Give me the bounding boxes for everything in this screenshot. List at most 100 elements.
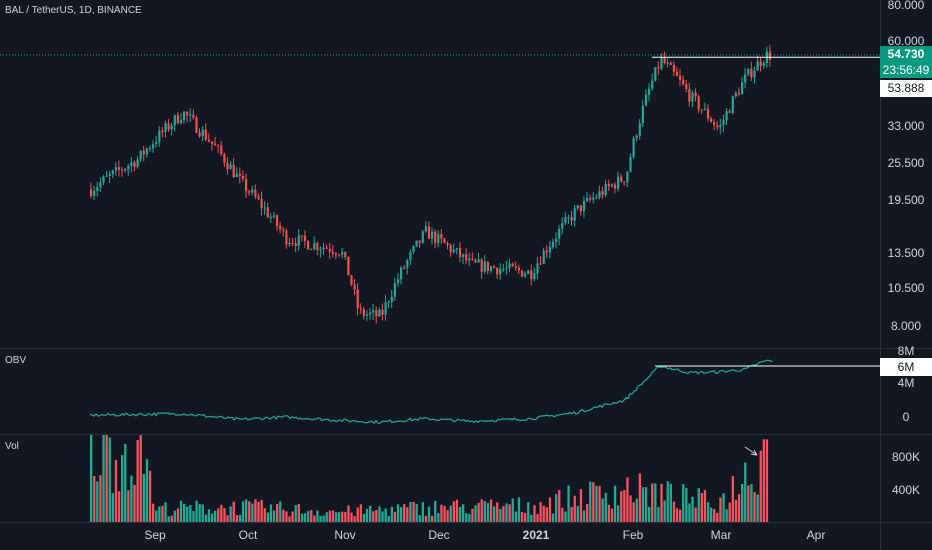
candle-body [217,145,220,147]
volume-bar [434,500,437,522]
candle-body [607,183,610,187]
obv-line [89,359,773,425]
volume-bar [235,515,238,522]
candle-body [114,167,117,171]
price-tick: 60.000 [887,34,925,48]
obv-tick: 8M [897,344,915,358]
volume-bar [195,500,198,522]
volume-bar [589,481,592,522]
candle-body [139,150,142,160]
candle-body [734,92,737,97]
candle-body [176,115,179,124]
volume-bar [579,489,583,522]
volume-bar [369,505,372,522]
volume-bar [536,514,539,522]
volume-bar [610,508,614,522]
volume-bar [226,515,229,522]
candle-body [555,238,558,242]
candle-body [99,182,102,188]
obv-axis[interactable]: 8M 4M 0 [880,344,932,434]
volume-bar [403,504,406,522]
arrow-head-icon [750,449,758,456]
candle-body [536,263,539,274]
candle-body [455,248,458,250]
candle-body [635,135,638,139]
candle-body [369,312,372,315]
volume-bar [142,473,145,522]
candle-body [570,216,573,221]
volume-bar [567,485,570,522]
volume-bar [750,484,753,522]
volume-bar [595,485,598,522]
candle-body [558,228,561,239]
symbol-title: BAL / TetherUS, 1D, BINANCE [5,5,142,16]
obv-pane[interactable]: OBV [0,349,880,434]
price-obv-divider[interactable] [0,348,932,349]
price-pane[interactable]: BAL / TetherUS, 1D, BINANCE [0,0,880,348]
volume-bar [747,485,750,522]
candle-body [719,124,722,128]
volume-bar [505,503,508,522]
candle-body [319,249,322,251]
candle-body [434,231,437,243]
volume-bar [486,502,490,522]
volume-bar [626,477,629,522]
candle-body [372,310,375,313]
volume-bar [288,516,291,522]
volume-bar [648,506,651,522]
candle-body [582,200,586,212]
volume-bar [90,435,93,522]
obv-chart[interactable] [0,349,880,434]
candle-body [502,268,505,270]
volume-bar [697,488,700,522]
candle-body [124,169,127,171]
time-label: Mar [710,528,732,542]
bar-countdown: 23:56:49 [882,63,930,77]
volume-bar [703,489,707,522]
volume-bar [409,501,412,522]
volume-bar [359,504,362,522]
volume-chart[interactable] [0,435,880,522]
candle-body [167,123,170,130]
volume-bar [400,507,403,522]
volume-bar [480,499,483,522]
volume-bar [477,502,480,522]
volume-bar [489,499,493,522]
candle-body [195,117,198,133]
candle-body [362,309,365,316]
obv-volume-divider[interactable] [0,434,932,435]
candle-body [527,270,530,274]
candle-body [297,235,300,247]
candle-body [737,92,741,95]
candle-body [722,120,725,125]
volume-bar [421,502,424,522]
volume-bar [136,439,139,522]
candle-body [530,270,533,280]
volume-bar [192,510,195,522]
volume-bar [737,494,741,522]
volume-pane[interactable]: Vol [0,435,880,522]
candle-body [548,247,551,253]
candle-body [179,120,183,124]
candle-body [152,144,155,149]
candle-body [294,243,297,247]
volume-bar [186,506,189,522]
price-chart[interactable] [0,0,880,348]
candle-body [694,92,697,97]
volume-bar [654,483,657,522]
candle-body [524,273,527,277]
volume-bar [660,483,663,522]
candle-body [155,142,158,145]
volume-bar [331,510,335,522]
volume-axis[interactable]: 800K 400K [880,435,932,522]
candle-body [331,251,334,254]
price-axis[interactable]: 80.000 60.000 33.000 25.500 19.500 13.50… [880,0,932,348]
candle-body [173,115,176,126]
candle-body [716,125,719,128]
volume-bar [756,494,759,522]
candle-body [493,266,496,268]
candle-body [424,226,427,232]
candle-body [235,173,238,177]
volume-bar [251,503,254,522]
volume-bar [220,504,223,522]
